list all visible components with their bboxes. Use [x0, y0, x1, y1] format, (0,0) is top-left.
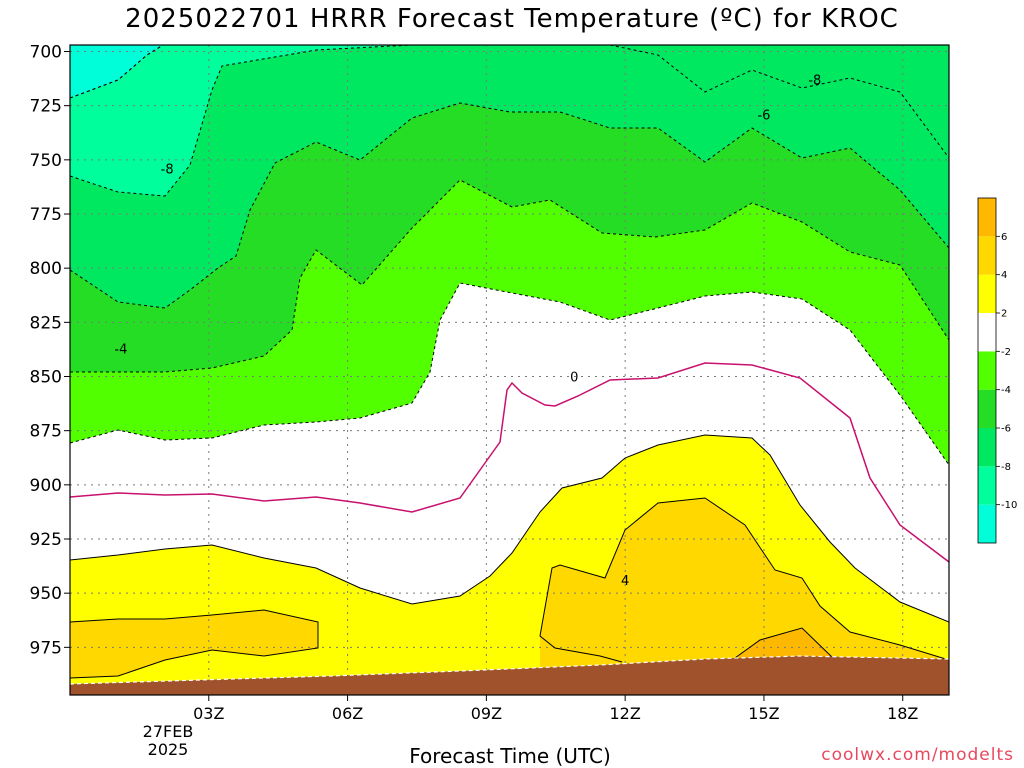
colorbar-frame — [977, 197, 997, 544]
contour-labels: -8 -6 -8 -4 0 4 — [114, 74, 821, 590]
contour-lines-dashed — [70, 45, 949, 466]
x-tick-label: 15Z — [748, 704, 779, 723]
colorbar-segment — [978, 313, 996, 352]
y-tick-label: 850 — [30, 368, 62, 388]
x-date-label-year: 2025 — [148, 740, 189, 759]
y-tick-label: 950 — [30, 584, 62, 604]
colorbar-tick-label: 6 — [1001, 232, 1007, 243]
colorbar-segment — [978, 274, 996, 313]
y-tick-label: 975 — [30, 638, 62, 658]
y-axis: 700 725 750 775 800 825 850 875 900 925 950 975 — [30, 43, 70, 658]
contour-lines-solid — [70, 434, 949, 679]
contour-label: -8 — [161, 163, 174, 178]
y-tick-label: 750 — [30, 151, 62, 171]
x-tick-label: 18Z — [887, 704, 918, 723]
colorbar-segment — [978, 351, 996, 390]
colorbar-segment — [978, 466, 996, 505]
y-tick-label: 700 — [30, 43, 62, 63]
colorbar-segment — [978, 198, 996, 237]
x-tick-label: 12Z — [609, 704, 640, 723]
y-tick-label: 800 — [30, 259, 62, 279]
colorbar-segment — [978, 504, 996, 543]
y-tick-label: 925 — [30, 530, 62, 550]
x-date-label-day: 27FEB — [143, 722, 194, 741]
colorbar-tick-label: -10 — [1001, 500, 1017, 511]
ground-surface-line — [70, 655, 949, 685]
x-tick-label: 06Z — [332, 704, 363, 723]
fill-layer-plus-4 — [70, 498, 949, 695]
contour-label: -6 — [757, 108, 770, 123]
y-tick-label: 825 — [30, 313, 62, 333]
contour-label: -8 — [808, 74, 821, 89]
colorbar-tick-label: -6 — [1001, 424, 1011, 435]
colorbar-tick-label: -2 — [1001, 347, 1011, 358]
colorbar-tick-label: 2 — [1001, 309, 1007, 320]
colorbar: -10 -8 -6 -4 -2 2 4 6 — [977, 197, 1017, 544]
ground-terrain — [70, 656, 949, 695]
colorbar-segment — [978, 236, 996, 275]
plot-frame — [69, 44, 950, 696]
contour-label: 0 — [570, 371, 578, 386]
y-tick-label: 900 — [30, 476, 62, 496]
colorbar-tick-label: -8 — [1001, 462, 1011, 473]
x-axis: 03Z 06Z 09Z 12Z 15Z 18Z — [193, 695, 918, 723]
freezing-line — [70, 362, 949, 563]
colorbar-segment — [978, 428, 996, 467]
y-tick-label: 725 — [30, 97, 62, 117]
colorbar-tick-label: 4 — [1001, 270, 1007, 281]
y-tick-label: 775 — [30, 205, 62, 225]
colorbar-segment — [978, 389, 996, 428]
credit-text: coolwx.com/modelts — [821, 745, 1014, 765]
colorbar-tick-label: -4 — [1001, 385, 1011, 396]
y-tick-label: 875 — [30, 422, 62, 442]
x-tick-label: 03Z — [193, 704, 224, 723]
x-axis-label: Forecast Time (UTC) — [409, 744, 611, 768]
contour-label: -4 — [114, 342, 127, 357]
contour-label: 4 — [621, 574, 629, 589]
x-tick-label: 09Z — [471, 704, 502, 723]
chart-title: 2025022701 HRRR Forecast Temperature (ºC… — [125, 4, 899, 34]
